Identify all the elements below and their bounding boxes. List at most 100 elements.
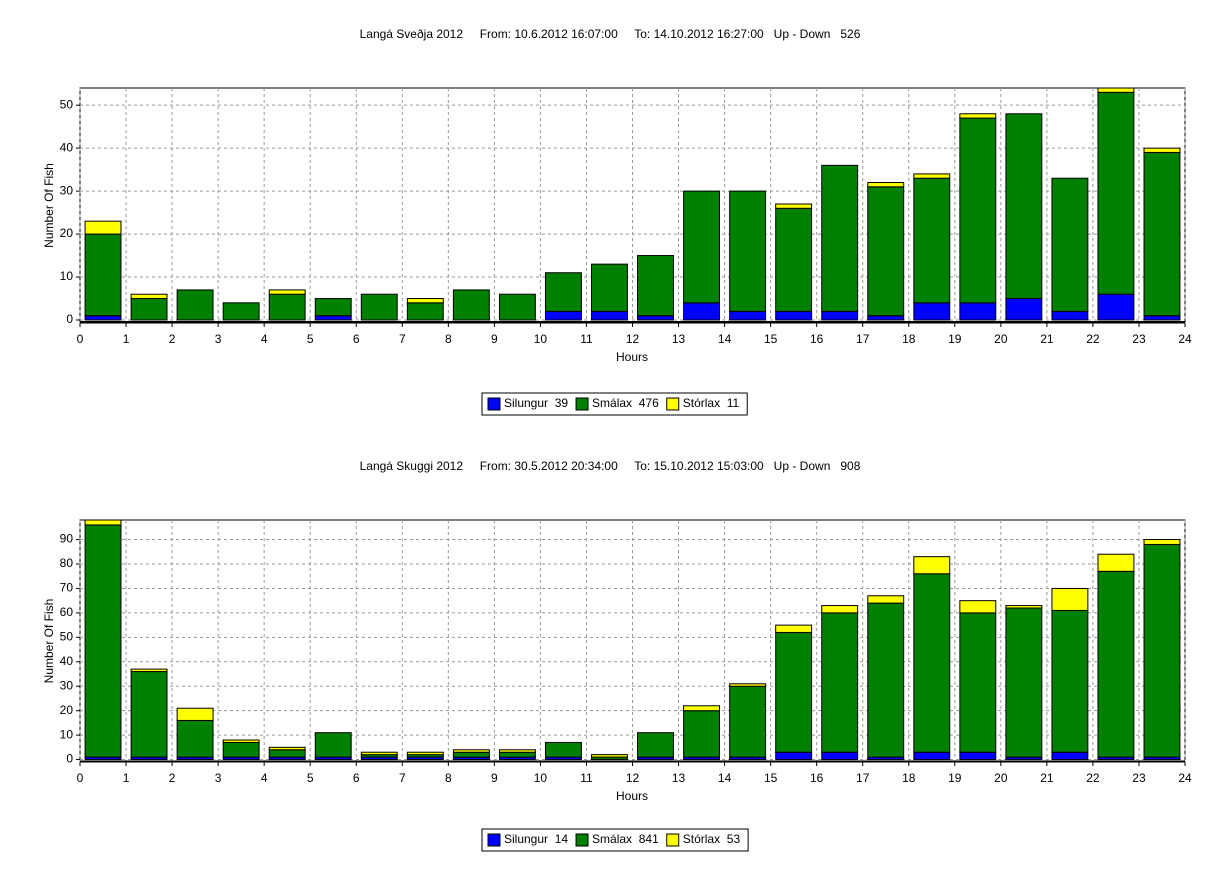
legend-box — [481, 392, 748, 416]
bar-segment — [913, 173, 951, 179]
bar-segment — [913, 751, 951, 761]
x-tick-label: 22 — [1086, 771, 1100, 785]
y-tick-label: 50 — [60, 97, 74, 111]
x-tick-label: 7 — [399, 332, 406, 346]
bar-segment — [1097, 553, 1135, 572]
x-tick-label: 2 — [169, 771, 176, 785]
x-axis-label: Hours — [616, 789, 648, 803]
bar-segment — [1051, 587, 1089, 611]
x-tick-label: 23 — [1132, 332, 1146, 346]
x-axis-label: Hours — [616, 350, 648, 364]
bar-segment — [314, 298, 352, 317]
bar-segment — [360, 751, 398, 756]
bar-segment — [775, 624, 813, 633]
x-tick-label: 5 — [307, 771, 314, 785]
bar-segment — [729, 190, 767, 312]
bar-segment — [591, 263, 628, 312]
bar-segment — [867, 315, 905, 321]
bar-segment — [268, 746, 306, 751]
x-tick-label: 19 — [948, 771, 962, 785]
x-tick-label: 14 — [718, 771, 732, 785]
x-tick-label: 11 — [580, 771, 593, 785]
bar-segment — [314, 315, 352, 321]
legend-swatch — [487, 833, 501, 847]
x-tick-label: 20 — [994, 771, 1008, 785]
y-tick-label: 0 — [66, 752, 73, 766]
x-tick-label: 15 — [764, 332, 778, 346]
bar-segment — [84, 233, 122, 317]
bar-segment — [683, 190, 721, 304]
bar-segment — [959, 600, 997, 614]
y-tick-label: 30 — [60, 183, 74, 197]
bar-segment — [176, 719, 214, 758]
bar-segment — [222, 739, 260, 743]
x-tick-label: 8 — [445, 771, 452, 785]
x-tick-label: 13 — [672, 332, 686, 346]
bar-segment — [775, 751, 813, 761]
legend-swatch — [575, 397, 589, 411]
bar-segment — [452, 289, 490, 321]
bar-segment — [1097, 87, 1135, 93]
bar-segment — [821, 605, 859, 614]
y-tick-label: 20 — [60, 703, 74, 717]
x-tick-label: 6 — [353, 771, 360, 785]
bar-segment — [959, 302, 997, 321]
bar-segment — [360, 293, 398, 321]
bar-segment — [959, 117, 997, 304]
bar-segment — [452, 749, 490, 753]
y-tick-label: 80 — [60, 556, 74, 570]
bar-segment — [130, 298, 168, 321]
y-tick-label: 30 — [60, 678, 74, 692]
bar-segment — [637, 315, 674, 321]
bar-segment — [544, 741, 582, 758]
bar-segment — [1051, 177, 1089, 312]
y-tick-label: 10 — [60, 727, 74, 741]
x-tick-label: 0 — [77, 332, 84, 346]
bar-segment — [821, 310, 859, 321]
bar-segment — [591, 310, 628, 321]
bar-segment — [683, 705, 721, 712]
bar-segment — [1051, 609, 1089, 753]
bar-segment — [130, 671, 168, 758]
x-tick-label: 21 — [1040, 332, 1054, 346]
bar-segment — [1143, 315, 1181, 321]
bar-segment — [314, 732, 352, 758]
x-tick-label: 5 — [307, 332, 314, 346]
bar-segment — [867, 602, 905, 758]
plot-area — [79, 87, 1186, 324]
bar-segment — [867, 186, 905, 317]
x-tick-label: 13 — [672, 771, 686, 785]
bar-segment — [683, 302, 721, 321]
bar-segment — [498, 749, 536, 753]
x-tick-label: 12 — [626, 771, 640, 785]
bar-segment — [1005, 113, 1043, 300]
x-tick-label: 4 — [261, 771, 268, 785]
x-tick-label: 16 — [810, 332, 824, 346]
y-tick-label: 0 — [66, 312, 73, 326]
legend-swatch — [487, 397, 501, 411]
x-tick-label: 1 — [123, 771, 130, 785]
bar-segment — [130, 668, 168, 673]
x-tick-label: 18 — [902, 771, 916, 785]
legend-label: Stórlax 11 — [683, 396, 740, 410]
y-tick-label: 40 — [60, 140, 74, 154]
bar-segment — [867, 182, 905, 188]
bar-segment — [222, 741, 260, 758]
bar-segment — [406, 302, 444, 321]
bar-segment — [683, 710, 721, 758]
x-tick-label: 3 — [215, 771, 222, 785]
x-tick-label: 11 — [580, 332, 593, 346]
y-tick-label: 60 — [60, 605, 74, 619]
x-tick-label: 17 — [856, 771, 870, 785]
x-tick-label: 23 — [1132, 771, 1146, 785]
bar-segment — [268, 293, 306, 321]
bar-segment — [406, 751, 444, 756]
bar-segment — [637, 255, 674, 317]
bar-segment — [1051, 751, 1089, 761]
bar-segment — [821, 612, 859, 753]
y-tick-label: 90 — [60, 532, 74, 546]
bar-segment — [775, 631, 813, 753]
bar-segment — [268, 289, 306, 295]
y-axis-label: Number Of Fish — [42, 599, 56, 684]
